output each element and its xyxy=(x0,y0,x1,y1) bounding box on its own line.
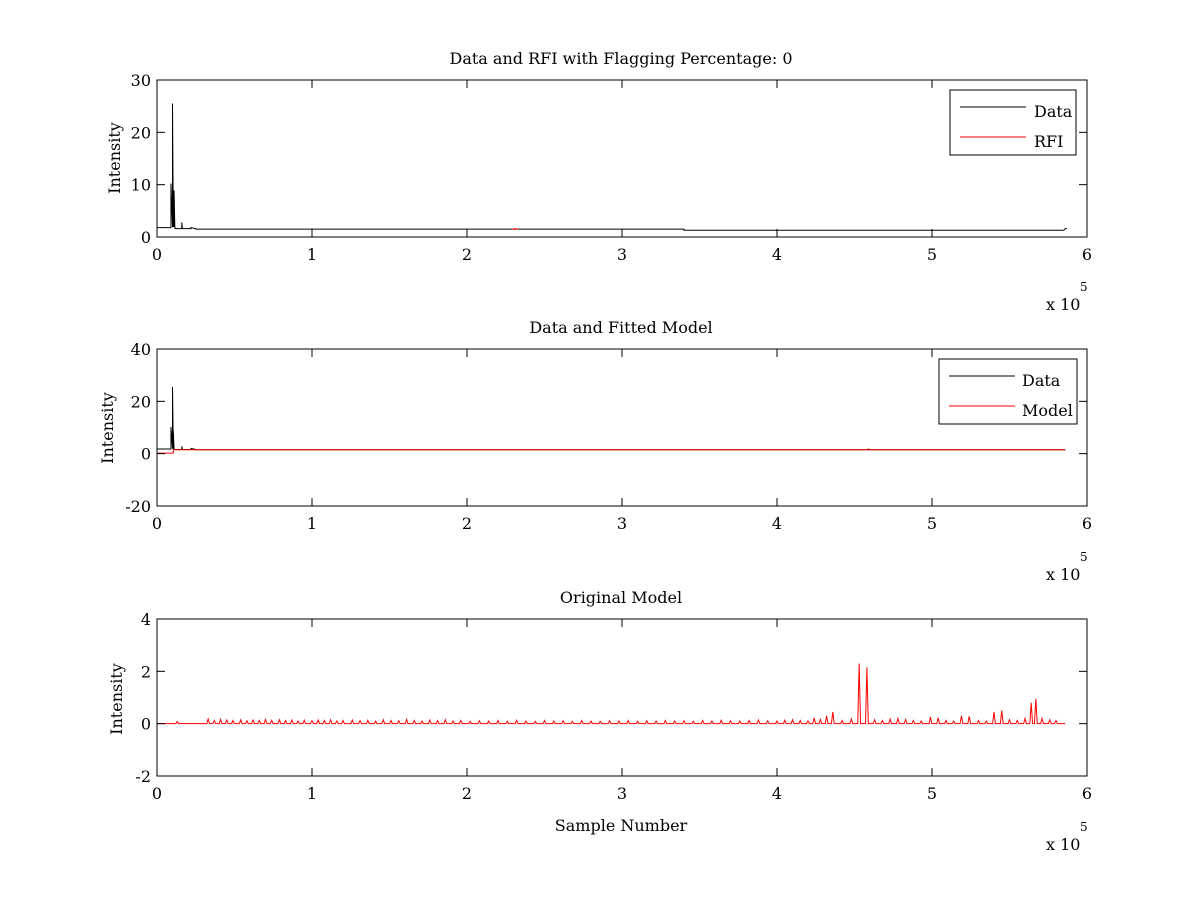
subplot-2-x-multiplier-exponent: 5 xyxy=(1080,550,1088,564)
y-tick-label: 0 xyxy=(141,228,151,247)
subplot-3-title: Original Model xyxy=(560,588,682,607)
y-tick-label: 20 xyxy=(131,123,151,142)
subplot-2-ylabel: Intensity xyxy=(98,392,117,464)
subplot-3-data-layer xyxy=(157,663,1066,725)
series-line-model xyxy=(157,448,1066,454)
x-tick-label: 6 xyxy=(1082,245,1092,264)
y-tick-label: 10 xyxy=(131,176,151,195)
y-tick-label: 0 xyxy=(141,715,151,734)
subplot-1-legend-box xyxy=(949,89,1077,156)
subplot-2-legend-box xyxy=(938,358,1078,425)
x-tick-label: 5 xyxy=(927,514,937,533)
x-tick-label: 3 xyxy=(617,245,627,264)
series-line-data xyxy=(157,103,1067,231)
x-tick-label: 6 xyxy=(1082,514,1092,533)
subplot-1-ylabel: Intensity xyxy=(105,122,124,194)
series-line-series-0 xyxy=(157,663,1066,725)
y-tick-label: 30 xyxy=(131,71,151,90)
series-line-rfi xyxy=(511,228,519,230)
subplot-3-ylabel: Intensity xyxy=(107,663,126,735)
x-tick-label: 0 xyxy=(152,514,162,533)
x-tick-label: 1 xyxy=(307,784,317,803)
y-tick-label: 2 xyxy=(141,662,151,681)
x-tick-label: 4 xyxy=(772,514,782,533)
x-tick-label: 4 xyxy=(772,784,782,803)
subplot-2-x-multiplier: x 10 xyxy=(1046,565,1080,584)
subplot-1-data-layer xyxy=(157,103,1067,231)
x-tick-label: 5 xyxy=(927,245,937,264)
subplot-2-legend: Data Model xyxy=(938,358,1078,425)
subplot-1-axes-layer: 0 1 2 3 4 5 6 0 10 20 30 xyxy=(131,71,1092,264)
y-tick-label: 40 xyxy=(131,340,151,359)
x-tick-label: 1 xyxy=(307,245,317,264)
subplot-1: Data and RFI with Flagging Percentage: 0… xyxy=(105,49,1092,314)
legend-data-label: Data xyxy=(1022,371,1061,390)
legend-data-label: Data xyxy=(1034,102,1073,121)
x-tick-label: 6 xyxy=(1082,784,1092,803)
subplot-1-x-multiplier-exponent: 5 xyxy=(1080,280,1088,294)
subplot-1-x-multiplier: x 10 xyxy=(1046,295,1080,314)
subplot-2-data-layer xyxy=(157,386,1066,454)
y-tick-label: 4 xyxy=(141,610,151,629)
y-tick-label: -20 xyxy=(125,497,151,516)
subplot-1-legend: Data RFI xyxy=(949,89,1077,156)
subplot-3-xlabel: Sample Number xyxy=(555,816,688,835)
subplot-3-x-multiplier-exponent: 5 xyxy=(1080,820,1088,834)
legend-rfi-label: RFI xyxy=(1034,132,1063,151)
x-tick-label: 3 xyxy=(617,784,627,803)
x-tick-label: 4 xyxy=(772,245,782,264)
y-tick-label: 0 xyxy=(141,445,151,464)
x-tick-label: 1 xyxy=(307,514,317,533)
subplot-3-x-multiplier: x 10 xyxy=(1046,835,1080,854)
legend-model-label: Model xyxy=(1022,401,1073,420)
x-tick-label: 3 xyxy=(617,514,627,533)
y-tick-label: 20 xyxy=(131,392,151,411)
x-tick-label: 5 xyxy=(927,784,937,803)
x-tick-label: 0 xyxy=(152,245,162,264)
x-tick-label: 0 xyxy=(152,784,162,803)
x-tick-label: 2 xyxy=(462,245,472,264)
x-tick-label: 2 xyxy=(462,514,472,533)
y-tick-label: -2 xyxy=(135,767,151,786)
subplot-2-title: Data and Fitted Model xyxy=(529,318,712,337)
subplot-1-title: Data and RFI with Flagging Percentage: 0 xyxy=(449,49,792,68)
x-tick-label: 2 xyxy=(462,784,472,803)
